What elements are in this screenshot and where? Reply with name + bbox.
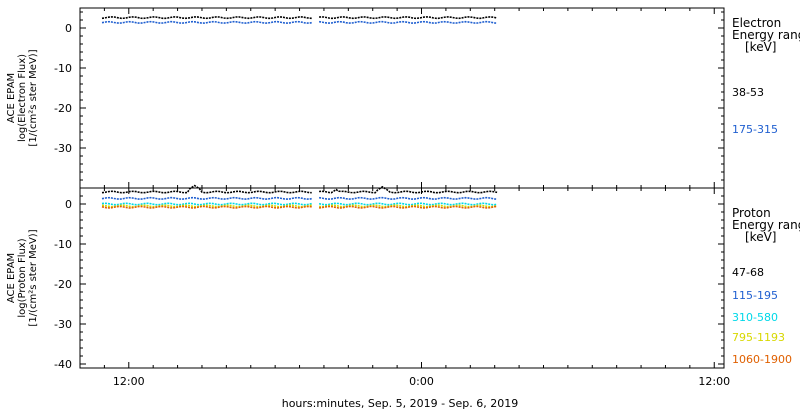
y-tick-label: -40: [54, 358, 72, 371]
series-1060-1900: [101, 205, 498, 209]
series-line: [319, 20, 498, 24]
series-line: [101, 16, 312, 20]
y-tick-label: -10: [54, 62, 72, 75]
y-tick-label: 0: [65, 22, 72, 35]
series-47-68: [101, 184, 498, 194]
panel-1: 0 -10 -20 -30 -40 ACE EPAMlog(Proton Flux)[1/…: [6, 184, 800, 371]
series-line: [101, 196, 312, 200]
panel-frame: [79, 187, 725, 369]
y-tick-label: -20: [54, 278, 72, 291]
series-line: [101, 202, 312, 206]
series-310-580: [101, 202, 498, 206]
y-tick-label: -10: [54, 238, 72, 251]
series-175-315: [101, 20, 498, 24]
legend-entry: 310-580: [732, 311, 778, 324]
series-line: [319, 185, 498, 194]
y-tick-label: -20: [54, 102, 72, 115]
x-tick-label: 12:00: [698, 375, 730, 388]
legend-entry: 38-53: [732, 86, 764, 99]
series-line: [101, 205, 312, 209]
series-line: [101, 184, 312, 194]
legend-entry: 47-68: [732, 266, 764, 279]
panel-0: 0 -10 -20 -30 ACE EPAMlog(Electron Flux)[1/(…: [6, 7, 800, 189]
panel-frame: [79, 7, 725, 189]
series-115-195: [101, 196, 498, 200]
series-line: [319, 16, 498, 20]
series-795-1193: [101, 204, 498, 208]
x-axis-label: hours:minutes, Sep. 5, 2019 - Sep. 6, 20…: [282, 397, 519, 410]
legend-entry: 175-315: [732, 123, 778, 136]
legend-entry: 115-195: [732, 289, 778, 302]
x-tick-label: 12:00: [113, 375, 145, 388]
series-line: [319, 204, 498, 208]
legend-entry: 1060-1900: [732, 353, 792, 366]
series-line: [319, 196, 498, 200]
y-tick-label: 0: [65, 198, 72, 211]
x-tick-label: 0:00: [409, 375, 434, 388]
series-line: [318, 202, 498, 206]
series-38-53: [101, 16, 498, 20]
y-axis-label: ACE EPAMlog(Proton Flux)[1/(cm²s ster Me…: [6, 229, 39, 326]
y-axis-label: ACE EPAMlog(Electron Flux)[1/(cm²s ster …: [6, 49, 39, 146]
series-line: [319, 205, 498, 209]
legend-entry: 795-1193: [732, 331, 785, 344]
y-tick-label: -30: [54, 142, 72, 155]
series-line: [101, 204, 312, 208]
series-line: [101, 20, 312, 24]
y-tick-label: -30: [54, 318, 72, 331]
